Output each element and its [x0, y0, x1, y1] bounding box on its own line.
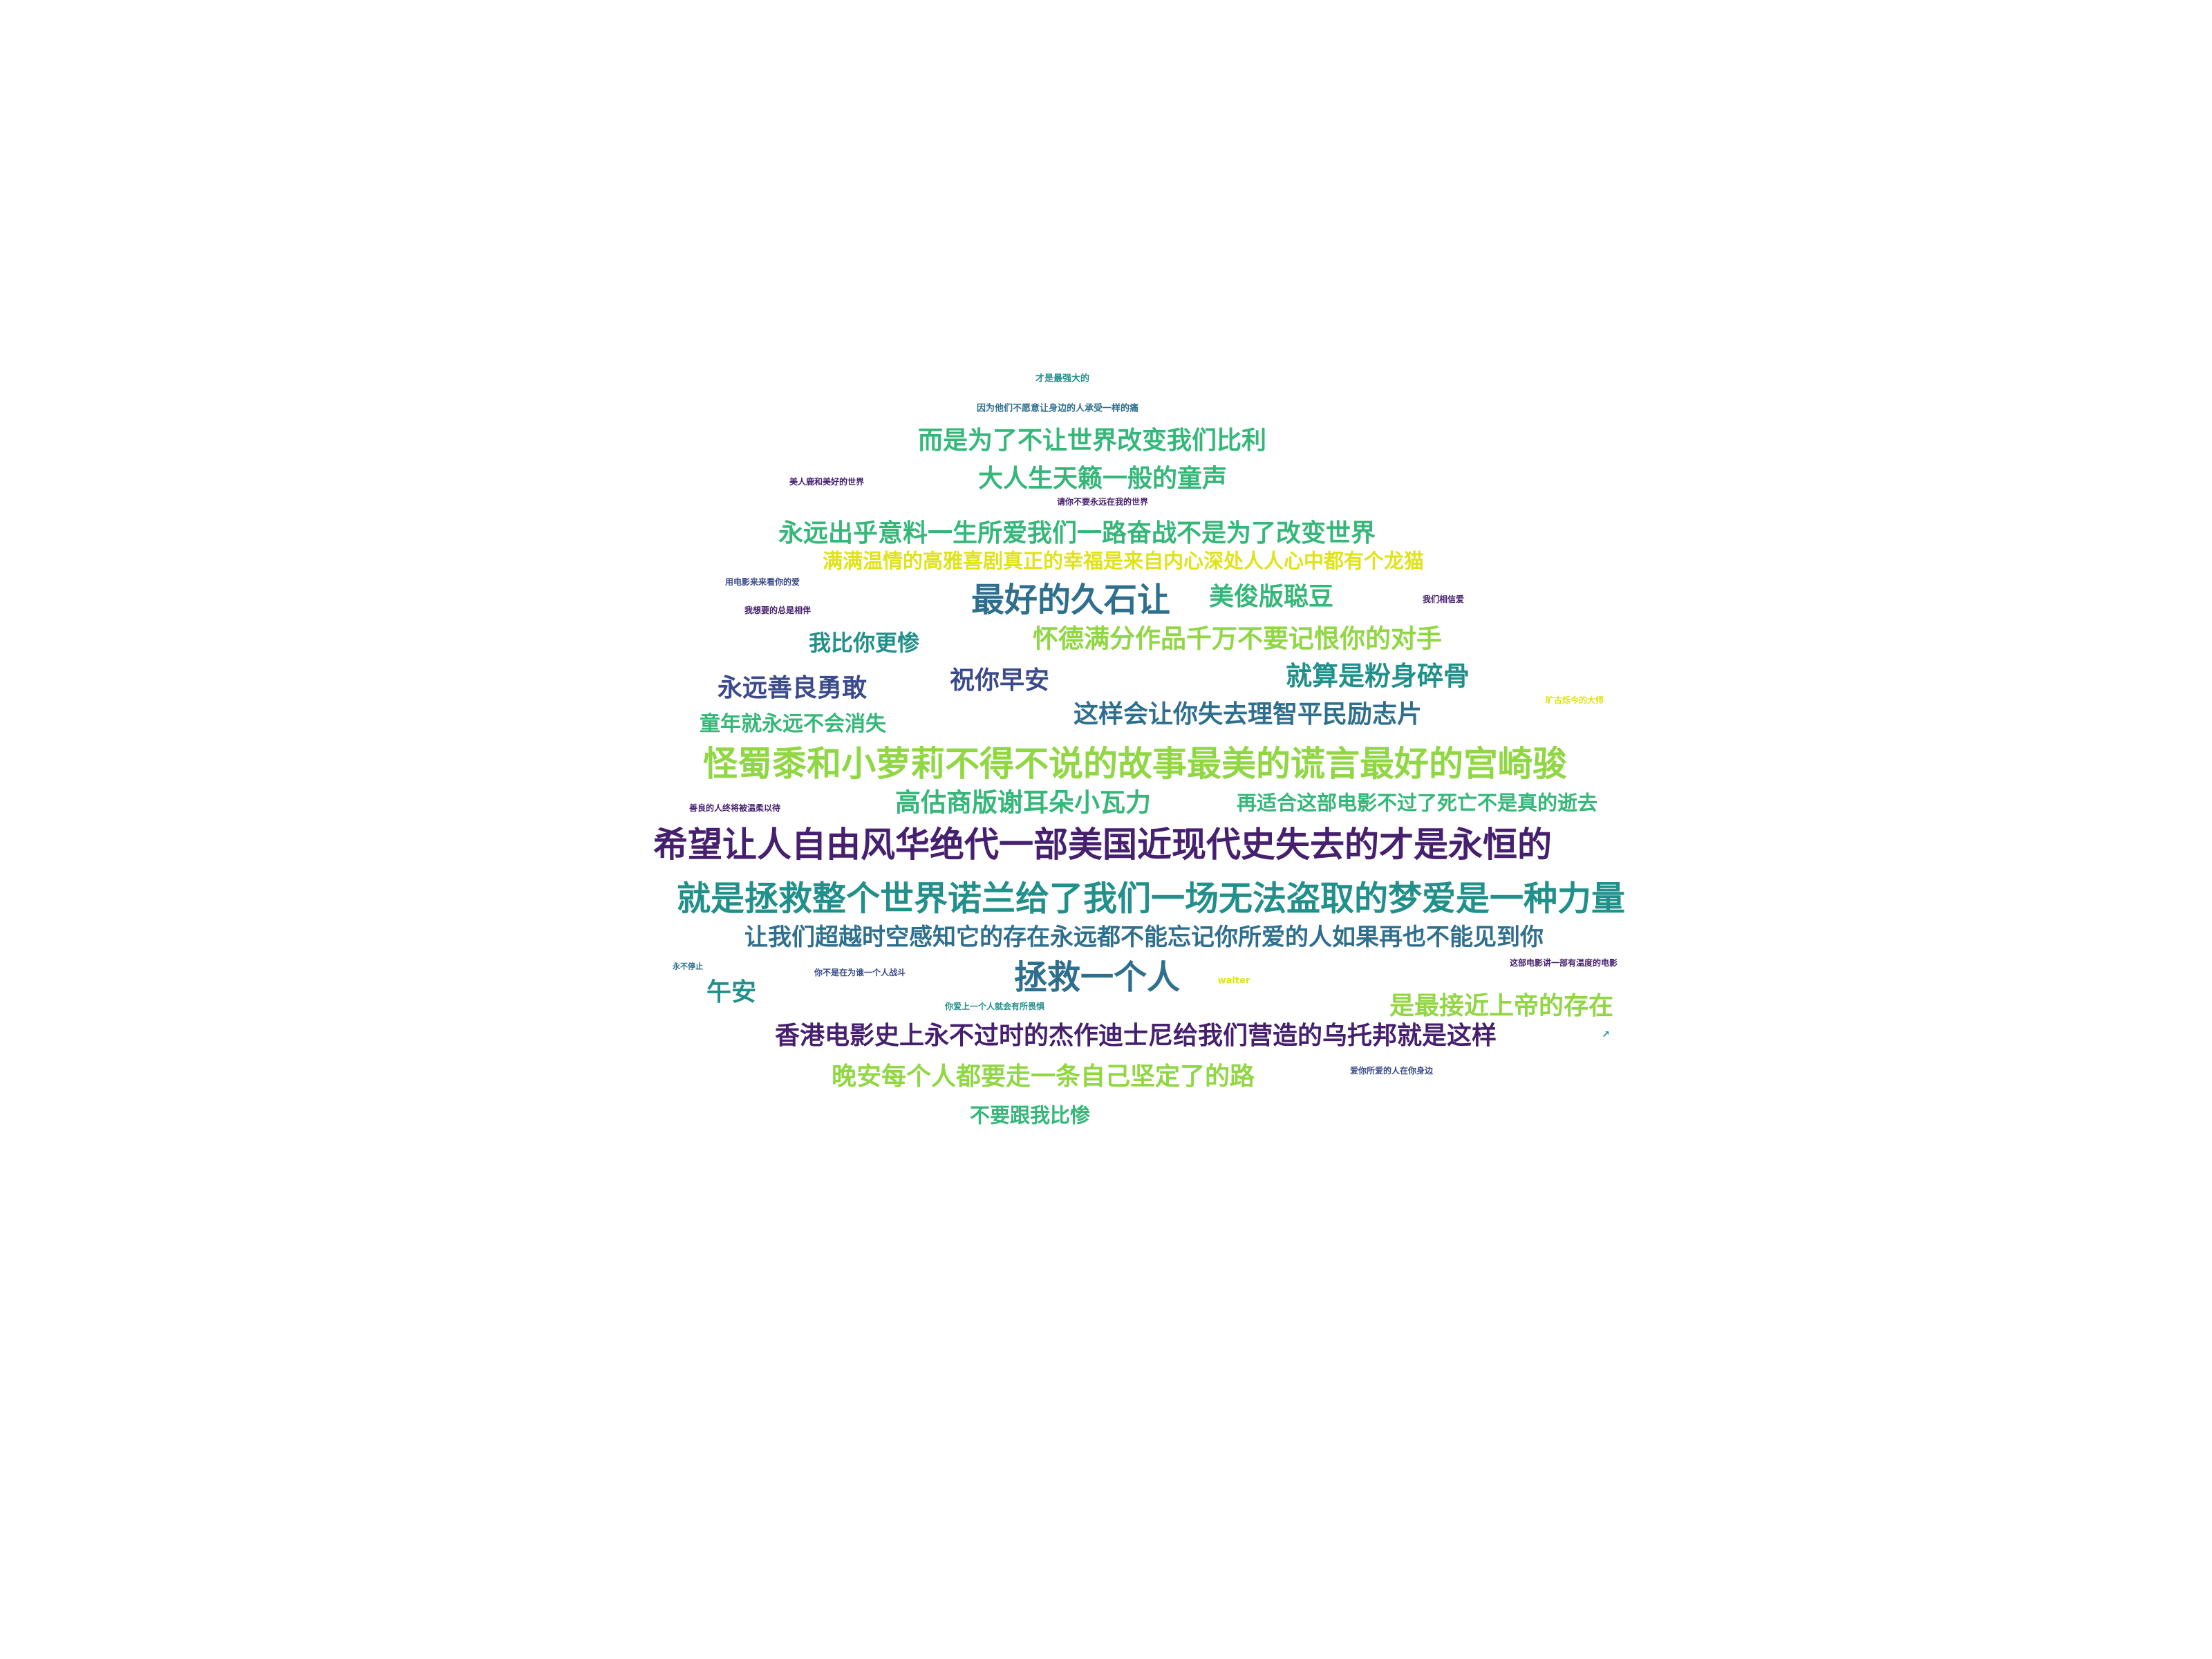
cloud-word: 再适合这部电影不过了死亡不是真的逝去: [1236, 791, 1598, 815]
cloud-word: 这样会让你失去理智平民励志片: [1073, 700, 1423, 729]
cloud-word: 就算是粉身碎骨: [1285, 661, 1470, 691]
cloud-word: 不要跟我比惨: [969, 1103, 1091, 1127]
cloud-word: 大人生天籁一般的童声: [977, 465, 1228, 493]
cloud-word: walter: [1217, 975, 1250, 986]
cloud-word: 我们相信爱: [1422, 594, 1465, 604]
cloud-word: 永不停止: [673, 962, 703, 971]
cloud-word: 永远出乎意料一生所爱我们一路奋战不是为了改变世界: [778, 519, 1376, 547]
cloud-word: 午安: [706, 978, 757, 1006]
cloud-word: ↗: [1602, 1029, 1610, 1040]
cloud-word: 最好的久石让: [971, 581, 1171, 619]
cloud-word: 就是拯救整个世界诺兰给了我们一场无法盗取的梦爱是一种力量: [676, 879, 1626, 919]
cloud-word: 香港电影史上永不过时的杰作迪士尼给我们营造的乌托邦就是这样: [774, 1022, 1497, 1050]
cloud-word: 因为他们不愿意让身边的人承受一样的痛: [976, 403, 1139, 414]
cloud-word: 用电影来来看你的爱: [724, 577, 800, 587]
cloud-word: 才是最强大的: [1035, 373, 1090, 384]
cloud-word: 希望让人自由风华绝代一部美国近现代史失去的才是永恒的: [653, 825, 1552, 865]
cloud-word: 满满温情的高雅喜剧真正的幸福是来自内心深处人人心中都有个龙猫: [822, 549, 1425, 573]
cloud-word: 你爱上一个人就会有所畏惧: [944, 1002, 1045, 1011]
cloud-word: 永远善良勇敢: [717, 674, 868, 702]
cloud-word: 我想要的总是相伴: [744, 606, 812, 615]
cloud-word: 童年就永远不会消失: [700, 712, 886, 736]
cloud-word: 高估商版谢耳朵小瓦力: [895, 787, 1151, 818]
cloud-word: 而是为了不让世界改变我们比利: [917, 427, 1267, 455]
cloud-word: 拯救一个人: [1013, 958, 1181, 997]
cloud-word: 你不是在为谁一个人战斗: [814, 968, 906, 977]
cloud-word: 怀德满分作品千万不要记恨你的对手: [1033, 624, 1442, 654]
cloud-word: 晚安每个人都要走一条自己坚定了的路: [831, 1062, 1255, 1091]
cloud-word: 美俊版聪豆: [1208, 583, 1334, 611]
cloud-word: 怪蜀黍和小萝莉不得不说的故事最美的谎言最好的宫崎骏: [703, 744, 1567, 784]
cloud-word: 祝你早安: [949, 666, 1050, 695]
cloud-word: 爱你所爱的人在你身边: [1349, 1066, 1434, 1076]
cloud-word: 旷古烁今的大师: [1545, 695, 1604, 705]
cloud-word: 这部电影讲一部有温度的电影: [1509, 958, 1618, 968]
cloud-word: 是最接近上帝的存在: [1389, 992, 1614, 1020]
cloud-word: 善良的人终将被温柔以待: [688, 803, 781, 813]
cloud-word: 让我们超越时空感知它的存在永远都不能忘记你所爱的人如果再也不能见到你: [744, 924, 1544, 951]
cloud-word: 请你不要永远在我的世界: [1056, 497, 1149, 507]
cloud-word: 美人鹿和美好的世界: [789, 477, 865, 487]
cloud-word: 我比你更惨: [808, 630, 920, 656]
